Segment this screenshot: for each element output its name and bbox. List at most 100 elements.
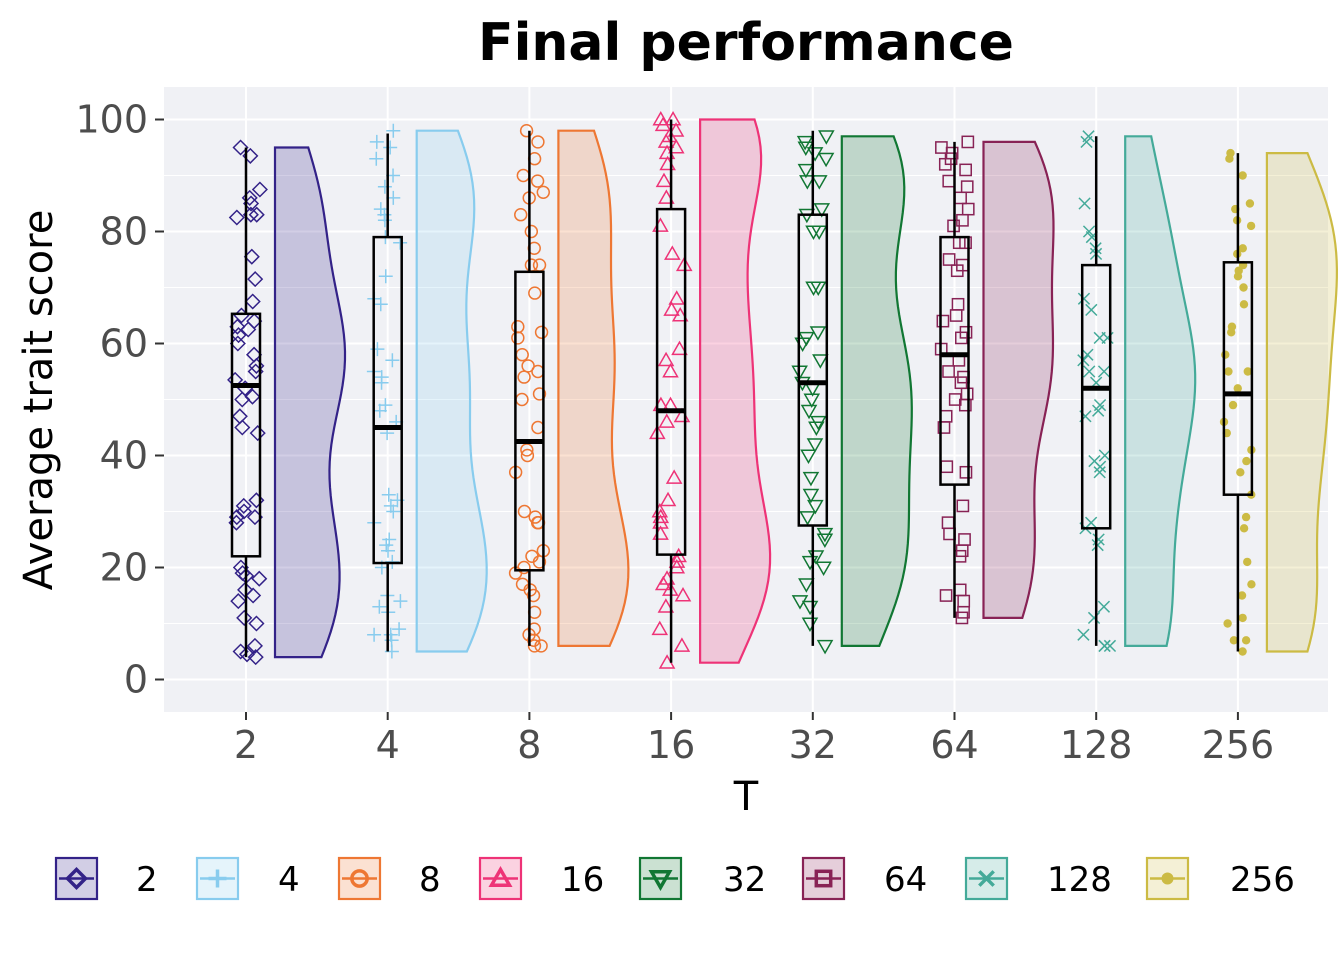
data-point bbox=[230, 327, 247, 344]
data-point bbox=[526, 588, 541, 603]
data-point bbox=[811, 175, 828, 190]
data-point bbox=[531, 135, 545, 149]
data-point bbox=[528, 286, 542, 300]
data-point bbox=[378, 269, 393, 284]
data-point bbox=[1093, 466, 1106, 479]
data-point bbox=[234, 391, 251, 408]
data-point bbox=[372, 599, 387, 614]
x-tick-label: 128 bbox=[1060, 723, 1133, 767]
data-point bbox=[1247, 580, 1256, 589]
data-point bbox=[658, 413, 676, 428]
data-point bbox=[671, 306, 689, 322]
y-axis-label: Average trait score bbox=[16, 210, 62, 591]
data-point bbox=[1242, 456, 1251, 466]
data-point bbox=[1236, 468, 1245, 477]
data-point bbox=[530, 174, 545, 188]
box-iqr bbox=[1222, 261, 1254, 496]
data-point bbox=[1085, 303, 1098, 317]
data-point bbox=[1245, 199, 1255, 208]
data-point bbox=[383, 140, 398, 155]
data-point bbox=[1227, 328, 1236, 337]
data-point bbox=[936, 314, 950, 328]
data-point bbox=[1097, 600, 1111, 613]
data-point bbox=[1238, 613, 1247, 623]
legend-key-marker bbox=[488, 865, 513, 887]
data-point bbox=[802, 488, 820, 504]
density-cloud bbox=[1265, 152, 1339, 653]
data-point bbox=[800, 404, 818, 420]
data-point bbox=[1077, 292, 1091, 305]
box-iqr bbox=[514, 270, 545, 572]
data-point bbox=[1239, 283, 1248, 292]
box-iqr bbox=[655, 207, 687, 556]
data-point bbox=[1241, 636, 1251, 645]
data-point bbox=[520, 448, 535, 463]
data-point bbox=[657, 351, 675, 367]
data-point bbox=[667, 138, 685, 154]
box-iqr bbox=[372, 235, 403, 565]
legend-key-marker bbox=[208, 869, 227, 888]
x-tick-label: 8 bbox=[517, 723, 541, 767]
legend-label: 64 bbox=[884, 860, 927, 900]
data-point bbox=[238, 646, 256, 663]
data-point bbox=[249, 425, 266, 442]
data-point bbox=[246, 637, 263, 654]
data-point bbox=[1239, 524, 1249, 533]
data-point bbox=[663, 301, 680, 316]
data-point bbox=[386, 504, 401, 519]
data-point bbox=[939, 589, 953, 602]
density-cloud bbox=[557, 129, 630, 647]
data-point bbox=[373, 297, 388, 312]
data-point bbox=[374, 375, 389, 390]
data-point bbox=[228, 209, 245, 226]
legend-label: 16 bbox=[561, 860, 604, 900]
data-point bbox=[251, 181, 268, 198]
data-point bbox=[514, 208, 528, 222]
data-point bbox=[654, 116, 672, 132]
legend-label: 8 bbox=[419, 860, 441, 900]
data-point bbox=[232, 139, 249, 156]
data-point bbox=[667, 122, 685, 137]
data-point bbox=[248, 615, 265, 632]
y-axis: 0 20 40 60 80 100 bbox=[75, 98, 164, 702]
box-iqr bbox=[1080, 263, 1112, 530]
data-point bbox=[815, 561, 832, 577]
data-point bbox=[248, 206, 265, 223]
data-point bbox=[381, 543, 396, 558]
data-point bbox=[1241, 512, 1251, 522]
data-point bbox=[532, 555, 547, 569]
x-tick-label: 2 bbox=[234, 723, 258, 767]
data-point bbox=[799, 175, 816, 190]
data-point bbox=[956, 499, 970, 513]
data-point bbox=[797, 163, 815, 179]
data-point bbox=[807, 499, 824, 515]
data-point bbox=[942, 253, 956, 266]
data-point bbox=[1091, 538, 1104, 552]
data-point bbox=[1233, 272, 1243, 281]
data-point bbox=[800, 449, 817, 465]
data-point bbox=[674, 586, 692, 602]
density-cloud bbox=[415, 129, 488, 653]
data-point bbox=[938, 157, 952, 171]
data-point bbox=[1229, 636, 1239, 645]
data-point bbox=[1238, 171, 1247, 180]
data-point bbox=[810, 225, 828, 241]
y-tick-label: 80 bbox=[100, 210, 148, 254]
y-tick-label: 0 bbox=[124, 658, 148, 702]
box-iqr bbox=[797, 213, 829, 527]
legend-label: 256 bbox=[1230, 860, 1295, 900]
data-point bbox=[372, 403, 387, 418]
x-tick-label: 64 bbox=[930, 723, 978, 767]
data-point bbox=[960, 180, 974, 194]
data-point bbox=[652, 110, 670, 126]
density-clouds bbox=[273, 118, 1339, 664]
data-point bbox=[1077, 628, 1090, 641]
jitter-points bbox=[227, 110, 1256, 669]
legend-label: 128 bbox=[1047, 860, 1112, 900]
y-tick-label: 60 bbox=[100, 322, 148, 366]
data-point bbox=[383, 498, 398, 513]
box-plots bbox=[230, 119, 1254, 663]
data-point bbox=[534, 325, 549, 339]
data-point bbox=[247, 649, 264, 666]
